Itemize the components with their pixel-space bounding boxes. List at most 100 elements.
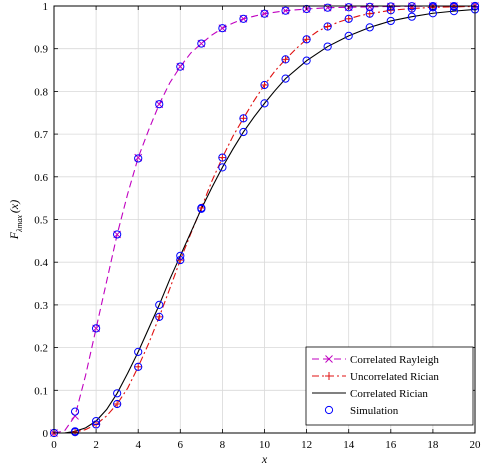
marker-x-stroke <box>325 355 333 363</box>
x-tick-label: 14 <box>343 439 355 451</box>
series-3-marker <box>302 35 311 44</box>
series-3-marker <box>113 389 122 398</box>
series-1-marker <box>239 114 248 123</box>
series-3-marker <box>365 9 374 18</box>
x-tick-label: 18 <box>427 439 439 451</box>
y-tick-label: 0.7 <box>34 129 48 141</box>
series-3-marker <box>134 362 143 371</box>
x-tick-label: 10 <box>259 439 271 451</box>
series-3-marker <box>134 154 143 163</box>
series-3-marker <box>155 100 164 109</box>
series-3-marker <box>344 31 353 40</box>
series-3-marker <box>260 9 269 18</box>
x-tick-label: 4 <box>135 439 141 451</box>
y-tick-label: 0.2 <box>34 343 48 355</box>
y-tick-label: 0.9 <box>34 44 48 56</box>
y-tick-label: 0.5 <box>34 215 48 227</box>
series-1-marker <box>155 312 164 321</box>
series-3-marker <box>239 114 248 123</box>
x-tick-labels: 0 2 4 6 8 10 12 14 16 18 20 <box>51 439 481 451</box>
series-3-marker <box>218 24 227 33</box>
series-1-marker <box>113 399 122 408</box>
x-tick-label: 2 <box>93 439 99 451</box>
y-tick-label: 0.1 <box>34 385 48 397</box>
series-1-marker <box>260 80 269 89</box>
y-tick-label: 0.6 <box>34 172 48 184</box>
x-tick-label: 12 <box>301 439 312 451</box>
series-3-marker <box>197 39 206 48</box>
series-3-marker <box>344 14 353 23</box>
series-3-marker <box>386 16 395 26</box>
x-axis-label: x <box>261 452 268 466</box>
legend-label-1: Uncorrelated Rician <box>350 371 439 383</box>
series-3-marker <box>218 153 227 162</box>
series-3-marker <box>428 3 437 12</box>
series-3-marker <box>281 6 290 15</box>
y-axis-label: Fλmax (x) <box>7 200 24 240</box>
series-line-1 <box>54 5 476 434</box>
series-3-marker <box>239 14 248 23</box>
series-3-marker <box>344 3 353 12</box>
series-1-marker <box>323 22 332 31</box>
series-3-marker <box>155 300 164 309</box>
y-label-base: F <box>7 231 21 240</box>
series-3-marker <box>92 416 101 426</box>
series-3-marker <box>197 204 206 213</box>
axis-ticks <box>53 5 476 434</box>
series-3-marker <box>239 127 248 137</box>
series-3-marker <box>155 312 164 321</box>
marker-x-stroke <box>71 412 79 420</box>
legend-label-3: Simulation <box>350 405 399 417</box>
series-3-marker <box>176 251 185 260</box>
y-tick-label: 0.8 <box>34 86 48 98</box>
y-tick-labels: 0 0.1 0.2 0.3 0.4 0.5 0.6 0.7 0.8 0.9 1 <box>34 1 48 440</box>
x-tick-label: 6 <box>178 439 184 451</box>
y-tick-label: 0.3 <box>34 300 48 312</box>
series-3-marker <box>260 99 269 108</box>
legend-label-0: Correlated Rayleigh <box>350 354 439 366</box>
legend-label-2: Correlated Rician <box>350 388 428 400</box>
legend-marker-1 <box>325 372 333 380</box>
series-3-marker <box>218 163 227 172</box>
series-3-marker <box>323 3 332 12</box>
series-3-marker <box>281 74 290 83</box>
series-3-marker <box>113 399 122 409</box>
series-1-marker <box>134 362 143 371</box>
series-3-marker <box>302 4 311 14</box>
series-3-marker <box>113 230 122 239</box>
y-axis-label-text: Fλmax (x) <box>7 200 24 240</box>
series-1-marker <box>365 9 374 18</box>
x-tick-label: 0 <box>51 439 57 451</box>
series-3-marker <box>365 23 374 32</box>
series-3-marker <box>449 7 459 16</box>
series-0-marker <box>71 412 79 420</box>
series-3-marker <box>281 55 290 64</box>
series-3-marker <box>407 4 416 13</box>
legend-items: Correlated Rayleigh Uncorrelated Rician Co… <box>312 354 439 417</box>
series-3-marker <box>92 324 101 333</box>
series-1-marker <box>176 256 185 265</box>
x-tick-label: 16 <box>385 439 397 451</box>
series-3-marker <box>176 255 185 265</box>
x-tick-label: 8 <box>220 439 226 451</box>
legend-marker-0 <box>325 355 333 363</box>
series-3-marker <box>407 12 416 21</box>
series-3-marker <box>92 420 101 429</box>
series-1-marker <box>281 55 290 64</box>
series-3-marker <box>134 347 143 356</box>
series-3-marker <box>70 427 80 436</box>
y-tick-label: 0.4 <box>34 257 48 269</box>
legend-box <box>305 346 474 426</box>
series-3-marker <box>302 56 311 65</box>
y-label-arg: (x) <box>7 200 21 213</box>
series-1-marker <box>218 153 227 162</box>
y-label-subscript: λmax <box>15 215 24 233</box>
series-3-marker <box>449 2 459 11</box>
series-1-marker <box>344 14 353 23</box>
legend: Correlated Rayleigh Uncorrelated Rician Co… <box>305 346 474 426</box>
series-3-marker <box>323 42 332 51</box>
y-tick-label: 0 <box>43 428 49 440</box>
series-3-marker <box>260 80 269 90</box>
